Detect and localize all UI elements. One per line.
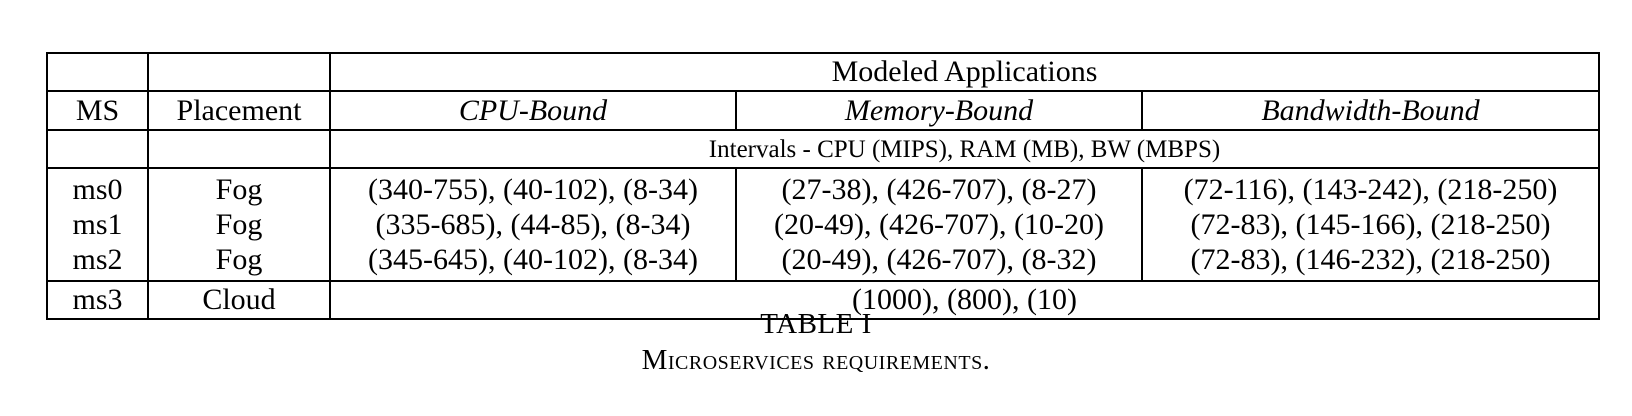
header-row-group: Modeled Applications — [46, 52, 1600, 92]
header-cpu-bound: CPU-Bound — [330, 91, 737, 131]
units-row: Intervals - CPU (MIPS), RAM (MB), BW (MB… — [46, 130, 1600, 169]
placement-cell: Fog — [148, 207, 331, 242]
placement-cell: Cloud — [148, 281, 331, 320]
bandwidth-bound-cell: (72-116), (143-242), (218-250) — [1142, 168, 1600, 207]
header-memory-bound: Memory-Bound — [736, 91, 1143, 131]
ms-cell: ms1 — [46, 207, 149, 242]
header-ms: MS — [46, 91, 149, 131]
memory-bound-cell: (27-38), (426-707), (8-27) — [736, 168, 1143, 207]
ms-cell: ms0 — [46, 168, 149, 207]
memory-bound-cell: (20-49), (426-707), (8-32) — [736, 242, 1143, 282]
cpu-bound-cell: (345-645), (40-102), (8-34) — [330, 242, 737, 282]
table-row-cloud: ms3 Cloud (1000), (800), (10) — [46, 281, 1600, 320]
units-intervals-text: Intervals - CPU (MIPS), RAM (MB), BW (MB… — [330, 130, 1600, 169]
table-caption-text: Microservices requirements. — [641, 344, 991, 376]
header-top-ms-cell — [46, 52, 149, 92]
bandwidth-bound-cell: (72-83), (146-232), (218-250) — [1142, 242, 1600, 282]
cpu-bound-cell: (335-685), (44-85), (8-34) — [330, 207, 737, 242]
cloud-requirements-cell: (1000), (800), (10) — [330, 281, 1600, 320]
table-row: ms0 Fog (340-755), (40-102), (8-34) (27-… — [46, 168, 1600, 207]
header-top-placement-cell — [148, 52, 331, 92]
header-row-columns: MS Placement CPU-Bound Memory-Bound Band… — [46, 91, 1600, 131]
header-group-modeled-applications: Modeled Applications — [330, 52, 1600, 92]
table-caption-label: TABLE I — [760, 308, 872, 340]
header-bandwidth-bound: Bandwidth-Bound — [1142, 91, 1600, 131]
ms-cell: ms2 — [46, 242, 149, 282]
ms-cell: ms3 — [46, 281, 149, 320]
requirements-table-wrapper: Modeled Applications MS Placement CPU-Bo… — [46, 52, 1600, 320]
header-placement: Placement — [148, 91, 331, 131]
cpu-bound-cell: (340-755), (40-102), (8-34) — [330, 168, 737, 207]
placement-cell: Fog — [148, 168, 331, 207]
memory-bound-cell: (20-49), (426-707), (10-20) — [736, 207, 1143, 242]
placement-cell: Fog — [148, 242, 331, 282]
units-ms-cell — [46, 130, 149, 169]
table-row: ms1 Fog (335-685), (44-85), (8-34) (20-4… — [46, 207, 1600, 242]
bandwidth-bound-cell: (72-83), (145-166), (218-250) — [1142, 207, 1600, 242]
microservices-requirements-table: Modeled Applications MS Placement CPU-Bo… — [46, 52, 1600, 320]
units-placement-cell — [148, 130, 331, 169]
table-row: ms2 Fog (345-645), (40-102), (8-34) (20-… — [46, 242, 1600, 282]
